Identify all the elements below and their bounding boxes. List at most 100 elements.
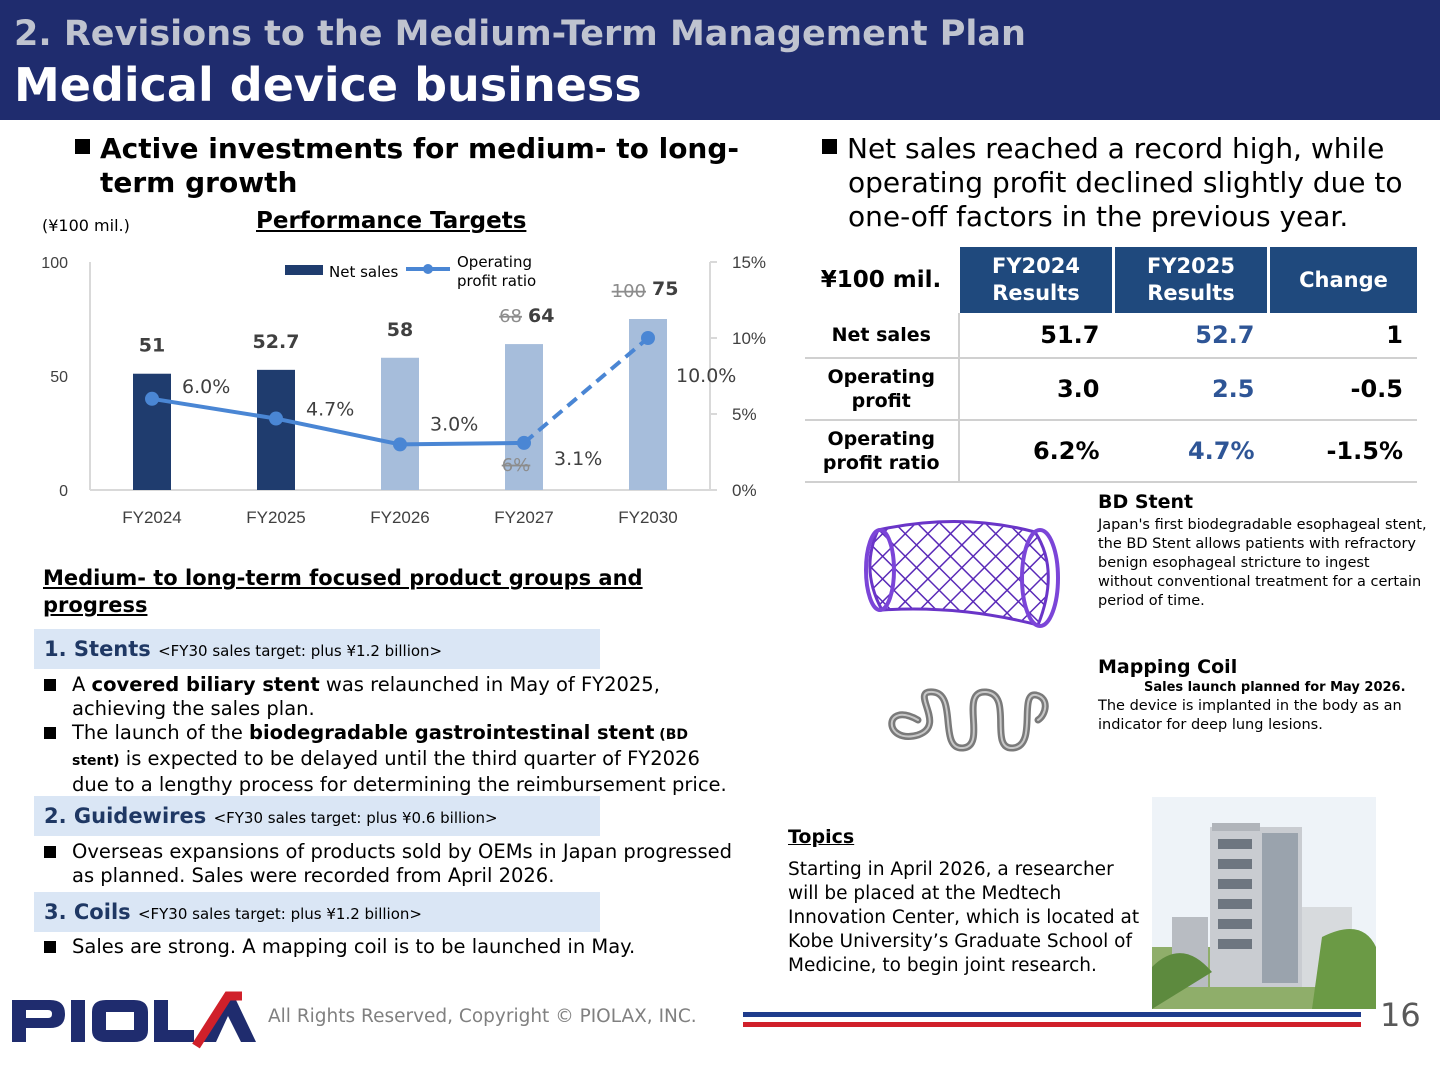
- bullet-square-icon: [44, 727, 56, 739]
- line-segment-operating-profit-ratio: [275, 416, 401, 447]
- x-tick-label: FY2027: [494, 508, 554, 527]
- x-tick-label: FY2026: [370, 508, 430, 527]
- bar-value-label: 51: [139, 335, 165, 357]
- group-name-stents: 1. Stents: [44, 637, 151, 661]
- group-band-stents: 1. Stents <FY30 sales target: plus ¥1.2 …: [34, 629, 600, 669]
- bullet-square-icon: [44, 941, 56, 953]
- list-item: The launch of the biodegradable gastroin…: [44, 721, 734, 797]
- cell-fy2025: 52.7: [1113, 313, 1269, 359]
- topics-title: Topics: [788, 826, 855, 848]
- legend-label: Net sales: [329, 263, 399, 281]
- item-text: is expected to be delayed until the thir…: [72, 747, 727, 796]
- cell-fy2024: 3.0: [958, 358, 1114, 421]
- group-name-coils: 3. Coils: [44, 900, 131, 924]
- bullet-square-icon: [822, 139, 837, 154]
- item-bold-text: covered biliary stent: [91, 673, 320, 696]
- table-col-change: Change: [1267, 247, 1417, 313]
- bar-net-sales: [257, 369, 295, 490]
- section-title: 2. Revisions to the Medium-Term Manageme…: [14, 14, 1026, 54]
- bar-value-label: 64: [528, 305, 554, 327]
- bd-stent-description: Japan's first biodegradable esophageal s…: [1098, 517, 1427, 609]
- right-headline-text: Net sales reached a record high, while o…: [847, 132, 1403, 233]
- group-band-guidewires: 2. Guidewires <FY30 sales target: plus ¥…: [34, 796, 600, 836]
- x-tick-label: FY2030: [618, 508, 678, 527]
- piolax-logo: [12, 991, 256, 1049]
- item-text: Sales are strong. A mapping coil is to b…: [72, 935, 636, 958]
- footer-stripes: [743, 1012, 1361, 1027]
- list-item: Sales are strong. A mapping coil is to b…: [44, 935, 734, 959]
- chart-unit-label: (¥100 mil.): [42, 216, 130, 235]
- legend-label: profit ratio: [457, 272, 536, 290]
- cell-fy2024: 6.2%: [958, 420, 1114, 483]
- line-value-label: 3.0%: [430, 413, 478, 435]
- line-segment-operating-profit-ratio: [399, 440, 525, 447]
- previous-target-label: 6%: [502, 455, 531, 476]
- line-value-label: 10.0%: [676, 365, 736, 387]
- bar-net-sales: [133, 373, 171, 490]
- cell-change: -0.5: [1268, 358, 1417, 421]
- building-photo: [1152, 797, 1376, 1009]
- line-value-label: 3.1%: [554, 448, 602, 470]
- bar-value-label: 58: [387, 319, 413, 341]
- copyright-text: All Rights Reserved, Copyright © PIOLAX,…: [268, 1006, 697, 1027]
- bd-stent-image: [864, 519, 1060, 628]
- x-tick-label: FY2025: [246, 508, 306, 527]
- group-target-stents: <FY30 sales target: plus ¥1.2 billion>: [158, 642, 443, 660]
- table-row: Net sales 51.7 52.7 1: [805, 313, 1417, 359]
- bar-value-label: 52.7: [253, 331, 300, 353]
- bar-net-sales: [505, 344, 543, 490]
- row-label: Operating profit: [805, 358, 960, 421]
- bar-net-sales: [629, 319, 667, 490]
- item-text: was relaunched in May of FY2025, achievi…: [72, 673, 660, 720]
- group-target-coils: <FY30 sales target: plus ¥1.2 billion>: [137, 905, 422, 923]
- mapping-coil-note: Sales launch planned for May 2026.: [1144, 680, 1406, 695]
- line-value-label: 4.7%: [306, 399, 354, 421]
- right-headline: Net sales reached a record high, while o…: [822, 132, 1440, 234]
- legend-label: Operating: [457, 253, 532, 271]
- item-text: A: [72, 673, 92, 696]
- previous-target-label: 68: [499, 306, 522, 327]
- legend-swatch-net-sales: [285, 265, 323, 275]
- chart-title: Performance Targets: [256, 208, 527, 234]
- cell-fy2025: 4.7%: [1113, 420, 1269, 483]
- item-text: The launch of the: [72, 721, 250, 744]
- cell-fy2024: 51.7: [958, 313, 1114, 359]
- left-headline: Active investments for medium- to long-t…: [75, 132, 750, 200]
- mapping-coil-title: Mapping Coil: [1098, 656, 1238, 678]
- list-item: Overseas expansions of products sold by …: [44, 840, 734, 888]
- line-segment-operating-profit-ratio: [522, 336, 650, 445]
- cell-fy2025: 2.5: [1113, 358, 1269, 421]
- line-point-operating-profit-ratio: [517, 435, 531, 450]
- line-point-operating-profit-ratio: [641, 331, 655, 345]
- cell-change: 1: [1268, 313, 1417, 359]
- mapping-coil-description: The device is implanted in the body as a…: [1098, 698, 1402, 733]
- topics-description: Starting in April 2026, a researcher wil…: [788, 859, 1140, 976]
- item-text: Overseas expansions of products sold by …: [72, 840, 732, 887]
- y-right-tick-label: 15%: [732, 253, 766, 272]
- group-target-guidewires: <FY30 sales target: plus ¥0.6 billion>: [213, 809, 498, 827]
- header-bar: 2. Revisions to the Medium-Term Manageme…: [0, 0, 1440, 120]
- row-label: Operating profit ratio: [805, 420, 960, 483]
- table-row: Operating profit ratio 6.2% 4.7% -1.5%: [805, 420, 1417, 483]
- line-value-label: 6.0%: [182, 376, 230, 398]
- group-band-coils: 3. Coils <FY30 sales target: plus ¥1.2 b…: [34, 892, 600, 932]
- x-tick-label: FY2024: [122, 508, 182, 527]
- bullet-square-icon: [44, 679, 56, 691]
- line-segment-operating-profit-ratio: [151, 396, 277, 421]
- y-right-tick-label: 5%: [732, 405, 757, 424]
- list-item: A covered biliary stent was relaunched i…: [44, 673, 734, 721]
- line-point-operating-profit-ratio: [393, 437, 407, 452]
- y-right-tick-label: 0%: [732, 481, 757, 500]
- line-point-operating-profit-ratio: [269, 411, 283, 426]
- page-title: Medical device business: [14, 58, 642, 112]
- previous-target-label: 100: [612, 281, 646, 302]
- bd-stent-title: BD Stent: [1098, 491, 1194, 513]
- y-right-tick-label: 10%: [732, 329, 766, 348]
- page-number: 16: [1380, 996, 1421, 1034]
- line-point-operating-profit-ratio: [145, 391, 159, 406]
- y-left-tick-label: 100: [41, 255, 68, 272]
- mapping-coil-image: [888, 688, 1049, 752]
- table-row: Operating profit 3.0 2.5 -0.5: [805, 358, 1417, 421]
- performance-chart: 0 50 100 0% 5% 10% 15% 51 FY2024 52.7 FY2025 58 FY20…: [41, 253, 766, 527]
- bullet-square-icon: [75, 139, 90, 154]
